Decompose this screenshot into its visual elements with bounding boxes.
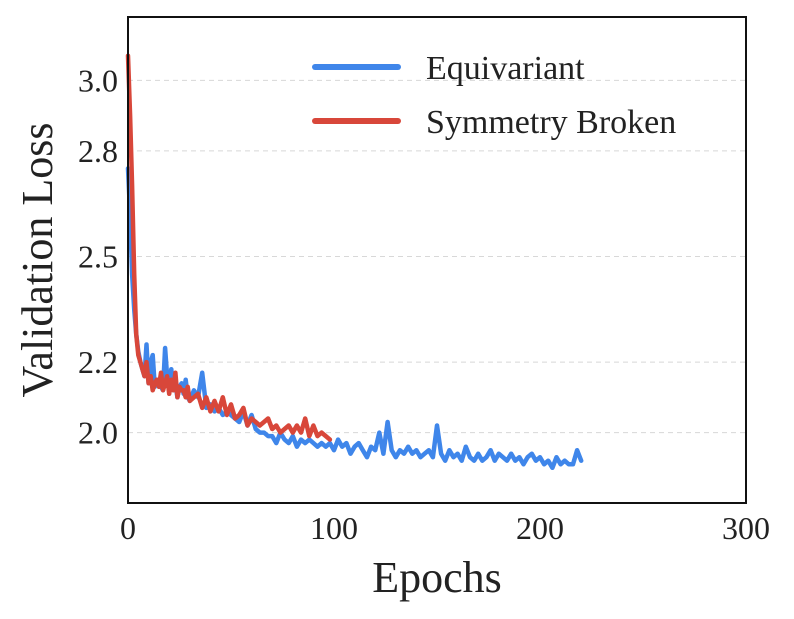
legend-label-equivariant: Equivariant <box>426 50 585 87</box>
y-tick-label: 2.8 <box>78 133 118 169</box>
plot-frame <box>127 16 747 504</box>
y-tick-label: 3.0 <box>78 62 118 98</box>
series-line-equivariant <box>125 166 584 471</box>
y-axis-label: Validation Loss <box>13 123 62 398</box>
legend: Equivariant Symmetry Broken <box>312 50 676 141</box>
series-lines <box>125 53 584 471</box>
x-tick-label: 100 <box>310 510 358 546</box>
x-tick-label: 0 <box>120 510 136 546</box>
y-tick-label: 2.2 <box>78 344 118 380</box>
x-axis-label: Epochs <box>372 553 502 602</box>
legend-label-symmetry-broken: Symmetry Broken <box>426 104 676 141</box>
x-tick-label: 300 <box>722 510 770 546</box>
tick-labels: 2.0 2.2 2.5 2.8 3.0 0 100 200 300 <box>78 62 770 546</box>
x-tick-label: 200 <box>516 510 564 546</box>
series-line-symmetry-broken <box>125 53 333 442</box>
y-tick-label: 2.0 <box>78 415 118 451</box>
grid-lines <box>128 79 746 434</box>
y-tick-label: 2.5 <box>78 238 118 274</box>
